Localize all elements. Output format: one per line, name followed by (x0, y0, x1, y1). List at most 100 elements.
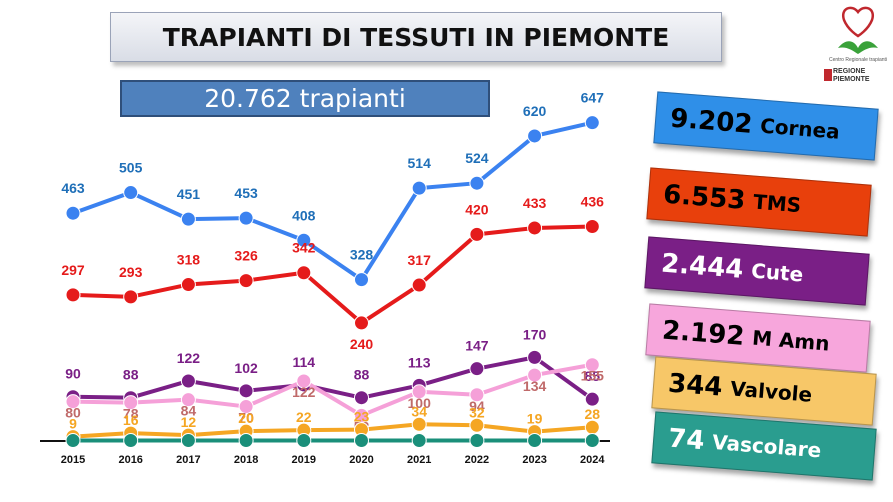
card-number: 9.202 (669, 103, 754, 140)
card-number: 2.192 (661, 315, 746, 352)
logo-caption: Centro Regionale trapianti (828, 57, 888, 63)
tissue-cards: 9.202 Cornea 6.553 TMS 2.444 Cute 2.192 … (640, 90, 893, 502)
card-label: Cornea (759, 113, 841, 144)
data-label: 155 (581, 368, 605, 384)
data-point (296, 265, 312, 281)
data-point (354, 272, 369, 288)
card-label: Vascolare (711, 429, 823, 463)
data-label: 80 (65, 405, 81, 421)
data-label: 88 (354, 367, 370, 383)
data-point (238, 210, 254, 226)
total-badge: 20.762 trapianti (120, 80, 490, 117)
data-label: 34 (411, 403, 427, 419)
data-point (527, 128, 543, 144)
data-label: 433 (523, 195, 547, 211)
data-point (411, 433, 427, 449)
data-point (180, 277, 196, 293)
data-label: 102 (234, 360, 258, 376)
data-label: 28 (585, 406, 601, 422)
x-tick-label: 2020 (349, 454, 373, 466)
data-label: 32 (469, 404, 485, 420)
data-label: 318 (177, 252, 201, 268)
card-number: 2.444 (660, 248, 745, 285)
data-point (123, 433, 139, 449)
series-line-cornea (72, 120, 593, 282)
data-point (123, 395, 139, 411)
data-label: 524 (465, 150, 489, 166)
data-point (180, 433, 196, 449)
data-point (65, 205, 81, 221)
data-label: 453 (234, 185, 258, 201)
data-point (238, 433, 254, 449)
region-logo: REGIONE PIEMONTE (824, 68, 870, 84)
data-point (296, 433, 312, 449)
heart-logo-icon (838, 6, 878, 54)
data-point (469, 361, 485, 377)
data-point (411, 277, 427, 293)
data-label: 505 (119, 160, 143, 176)
region-line-1: REGIONE (833, 68, 866, 75)
data-point (65, 394, 81, 410)
data-label: 20 (238, 410, 254, 426)
data-point (584, 433, 600, 449)
data-label: 88 (123, 367, 139, 383)
data-label: 620 (523, 103, 547, 119)
data-point (584, 391, 600, 407)
data-label: 94 (469, 398, 485, 414)
data-point (65, 287, 81, 303)
data-label: 463 (61, 180, 85, 196)
x-tick-label: 2018 (234, 454, 258, 466)
x-tick-label: 2019 (292, 454, 316, 466)
chart-title: TRAPIANTI DI TESSUTI IN PIEMONTE (162, 22, 670, 52)
data-point (65, 433, 81, 449)
data-label: 122 (177, 350, 201, 366)
x-tick-label: 2022 (465, 454, 489, 466)
data-label: 90 (65, 366, 81, 382)
region-flag-icon (824, 69, 832, 81)
data-point (354, 433, 369, 449)
title-banner: TRAPIANTI DI TESSUTI IN PIEMONTE (110, 12, 722, 62)
data-point (527, 433, 543, 449)
data-label: 451 (177, 186, 201, 202)
data-point (527, 220, 543, 236)
data-label: 170 (523, 326, 547, 342)
data-label: 408 (292, 207, 316, 223)
data-point (238, 399, 254, 415)
data-label: 134 (523, 378, 547, 394)
x-tick-label: 2024 (580, 454, 605, 466)
data-label: 19 (527, 411, 543, 427)
data-label: 85 (585, 368, 601, 384)
data-point (296, 373, 312, 389)
data-label: 70 (238, 410, 254, 426)
card-label: TMS (752, 189, 803, 218)
data-label: 100 (408, 395, 432, 411)
data-label: 293 (119, 264, 143, 280)
data-point (469, 226, 485, 242)
data-label: 342 (292, 240, 316, 256)
data-label: 9 (69, 416, 77, 432)
data-point (527, 349, 543, 365)
x-tick-label: 2015 (61, 454, 85, 466)
data-point (411, 416, 427, 432)
series-line-valvole (72, 422, 593, 439)
data-point (296, 232, 312, 248)
x-tick-label: 2021 (407, 454, 431, 466)
data-label: 317 (408, 252, 432, 268)
data-point (123, 289, 139, 305)
data-label: 23 (354, 409, 370, 425)
data-point (469, 417, 485, 433)
data-point (584, 218, 600, 234)
x-tick-label: 2017 (176, 454, 200, 466)
total-label: 20.762 trapianti (204, 84, 406, 113)
data-label: 122 (292, 384, 316, 400)
data-point (180, 211, 196, 227)
data-point (411, 384, 427, 400)
data-point (469, 175, 485, 191)
card-cornea: 9.202 Cornea (653, 91, 879, 161)
data-label: 436 (581, 193, 605, 209)
data-label: 514 (408, 155, 432, 171)
data-label: 420 (465, 201, 489, 217)
card-number: 344 (667, 368, 724, 403)
data-point (411, 180, 427, 196)
data-point (469, 433, 485, 449)
